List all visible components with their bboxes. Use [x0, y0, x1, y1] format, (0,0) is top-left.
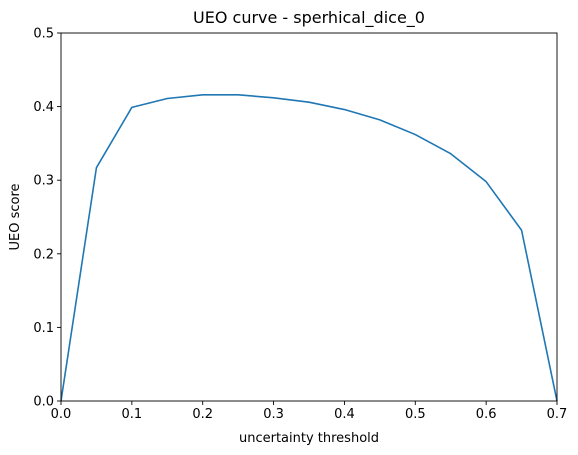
- y-tick-label: 0.4: [33, 100, 54, 115]
- ueo-score-line: [60, 94, 558, 402]
- x-tick-label: 0.5: [405, 407, 426, 422]
- y-tick-label: 0.1: [33, 321, 54, 336]
- x-tick-label: 0.7: [547, 407, 568, 422]
- y-tick-label: 0.2: [33, 247, 54, 262]
- x-tick-label: 0.2: [192, 407, 213, 422]
- axis-ticks: 0.0 0.1 0.2 0.3 0.4 0.5 0.6 0.7 0.0 0.1 0.2 0.3 0.4 0…: [33, 27, 567, 423]
- chart-title: UEO curve - sperhical_dice_0: [193, 8, 425, 28]
- x-tick-label: 0.1: [122, 407, 143, 422]
- y-axis-label: UEO score: [8, 183, 23, 250]
- y-tick-label: 0.5: [33, 27, 54, 42]
- plot-frame: [60, 32, 558, 402]
- x-axis-label: uncertainty threshold: [239, 431, 379, 446]
- y-tick-label: 0.3: [33, 174, 54, 189]
- x-tick-label: 0.4: [334, 407, 355, 422]
- y-tick-label: 0.0: [33, 395, 54, 410]
- x-tick-label: 0.0: [51, 407, 72, 422]
- x-tick-label: 0.3: [263, 407, 284, 422]
- x-tick-label: 0.6: [476, 407, 497, 422]
